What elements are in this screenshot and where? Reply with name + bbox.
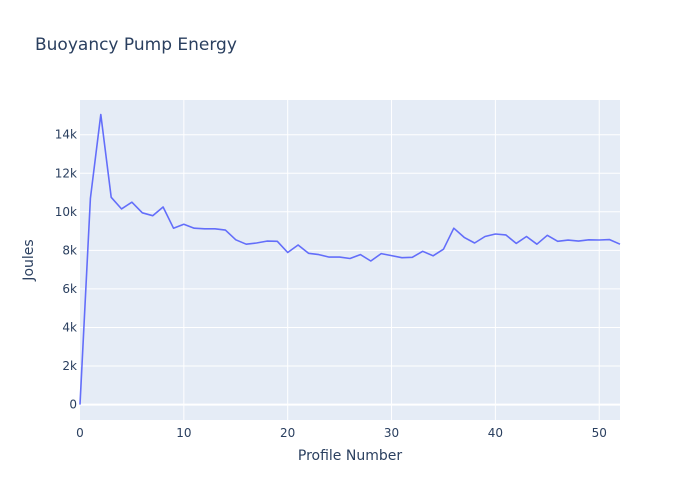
series-line <box>79 113 621 405</box>
y-tick-label: 12k <box>55 166 77 180</box>
y-tick-label: 4k <box>62 320 77 334</box>
x-tick-label: 50 <box>592 426 607 440</box>
x-tick-label: 10 <box>176 426 191 440</box>
x-axis-title: Profile Number <box>298 448 402 464</box>
y-tick-labels: 0 2k 4k 6k 8k 10k 12k 14k <box>55 128 77 412</box>
y-tick-label: 8k <box>62 243 77 257</box>
x-tick-label: 20 <box>280 426 295 440</box>
plot-background <box>80 100 620 420</box>
y-tick-label: 10k <box>55 205 77 219</box>
y-axis-title: Joules <box>21 239 37 281</box>
x-tick-labels: 0 10 20 30 40 50 <box>76 426 607 440</box>
series-layer <box>79 113 621 405</box>
gridlines <box>80 100 620 420</box>
x-tick-label: 40 <box>488 426 503 440</box>
chart-title: Buoyancy Pump Energy <box>35 35 237 55</box>
y-tick-label: 2k <box>62 359 77 373</box>
x-tick-label: 30 <box>384 426 399 440</box>
x-tick-label: 0 <box>76 426 84 440</box>
y-tick-label: 0 <box>69 398 77 412</box>
y-tick-label: 14k <box>55 128 77 142</box>
y-tick-label: 6k <box>62 282 77 296</box>
